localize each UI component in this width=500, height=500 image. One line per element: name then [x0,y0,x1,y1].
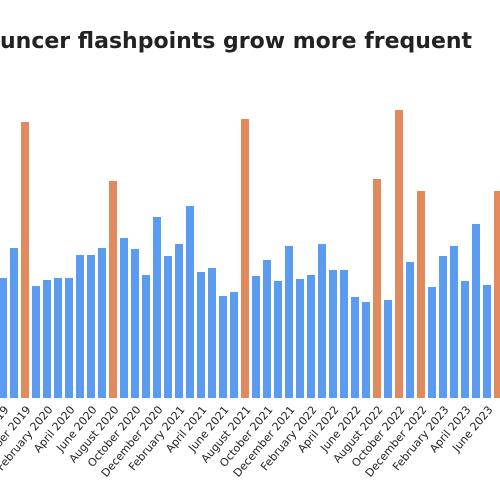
bar [43,280,51,398]
bar [120,238,128,398]
bar [241,119,249,398]
bar [186,206,194,398]
bar [362,302,370,398]
bar [417,191,425,398]
bar [395,110,403,398]
bar [340,270,348,398]
bar [10,248,18,398]
bar [65,278,73,398]
bar [428,287,436,398]
bar [32,286,40,398]
bar [373,179,381,398]
bar [219,296,227,398]
bar [472,224,480,398]
bar [384,300,392,398]
bar [307,275,315,398]
bar [21,122,29,398]
bar [406,262,414,398]
bar [0,278,7,398]
bar [230,292,238,398]
bar [461,281,469,398]
bar [439,256,447,398]
bar [296,279,304,398]
bar [54,278,62,398]
bar [142,275,150,398]
bar [263,260,271,398]
bar [87,255,95,398]
bar [285,246,293,398]
bar [175,244,183,398]
chart-title: uncer flashpoints grow more frequent [0,29,473,54]
bar [131,249,139,398]
bar [208,268,216,398]
bar [351,297,359,398]
bar [109,181,117,398]
bar [494,191,500,398]
bar [252,276,260,398]
bar [164,256,172,398]
bar [98,248,106,398]
bar [76,255,84,398]
bar [450,246,458,398]
bar [483,285,491,398]
bar [153,217,161,398]
bar [318,244,326,398]
bar [274,281,282,398]
bar [329,270,337,398]
bar [197,272,205,398]
